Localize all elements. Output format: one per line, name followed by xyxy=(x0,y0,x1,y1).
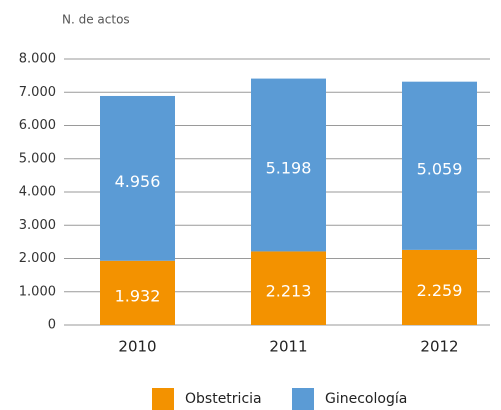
legend-swatch xyxy=(152,388,174,410)
legend-label: Ginecología xyxy=(325,391,407,407)
data-label: 5.198 xyxy=(266,159,312,178)
y-axis-label: N. de actos xyxy=(62,13,130,27)
y-tick-label: 2.000 xyxy=(19,251,56,266)
bar-segment xyxy=(251,251,326,325)
data-label: 5.059 xyxy=(417,159,463,178)
bar-segment xyxy=(402,81,477,250)
y-tick-label: 7.000 xyxy=(19,85,56,100)
x-tick-label: 2012 xyxy=(420,338,458,356)
y-tick-label: 8.000 xyxy=(19,52,56,67)
bar-segment xyxy=(100,260,175,325)
data-label: 1.932 xyxy=(115,286,161,305)
x-tick-label: 2011 xyxy=(269,338,307,356)
data-label: 2.259 xyxy=(417,281,463,300)
y-tick-label: 3.000 xyxy=(19,218,56,233)
legend-label: Obstetricia xyxy=(185,391,262,407)
y-tick-label: 4.000 xyxy=(19,185,56,200)
bar-segment xyxy=(251,78,326,252)
bar-segment xyxy=(100,95,175,261)
bar-segment xyxy=(402,249,477,325)
y-tick-label: 5.000 xyxy=(19,151,56,166)
y-tick-label: 0 xyxy=(48,318,56,333)
y-tick-label: 6.000 xyxy=(19,118,56,133)
data-label: 2.213 xyxy=(266,282,312,301)
data-label: 4.956 xyxy=(115,172,161,191)
legend-swatch xyxy=(292,388,314,410)
x-tick-label: 2010 xyxy=(118,338,156,356)
y-tick-label: 1.000 xyxy=(19,284,56,299)
